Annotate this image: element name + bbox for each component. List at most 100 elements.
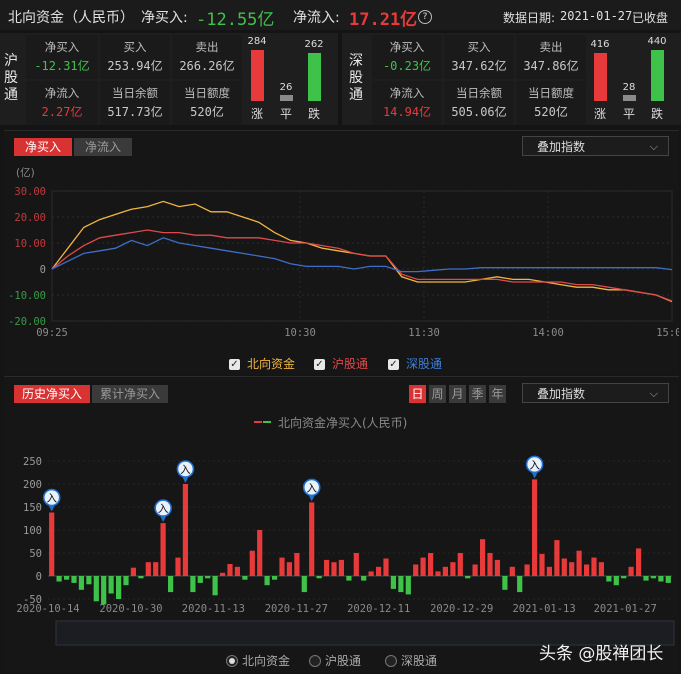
sh-balance-cell: 当日余额 517.73亿	[100, 81, 170, 125]
history-y-tick: 0	[36, 571, 42, 583]
history-range-slider[interactable]	[55, 620, 675, 646]
history-bar	[539, 553, 545, 576]
tab-cumulative-net-buy[interactable]: 累计净买入	[92, 385, 168, 403]
history-bar	[86, 576, 92, 585]
net-buy-label: 净买入:	[141, 10, 188, 26]
sh-sell-value: 266.26亿	[179, 59, 235, 73]
sz-net-inflow-cell: 净流入 14.94亿	[372, 81, 442, 125]
sz-sell-cell: 卖出 347.86亿	[516, 35, 586, 79]
intraday-section: 净买入 净流入 叠加指数 ⌵ 30.00 20.00 10.00 0 -10.00 -20…	[4, 130, 679, 375]
history-bar	[71, 576, 77, 583]
sz-buy-value: 347.62亿	[451, 59, 507, 73]
sz-balance-value: 505.06亿	[451, 105, 507, 119]
sh-down-count: 262	[304, 39, 324, 50]
sh-series-line	[51, 229, 673, 302]
history-bar	[606, 576, 612, 582]
sz-balance-label: 当日余额	[456, 86, 502, 100]
history-bar	[257, 530, 263, 576]
sz-up-bar	[594, 53, 607, 101]
sh-up-label: 涨	[250, 107, 263, 121]
legend-sh-checkbox[interactable]: ✓	[314, 359, 325, 370]
overlay-index-select-label: 叠加指数	[537, 140, 586, 154]
history-bar	[160, 523, 166, 576]
tab-net-inflow[interactable]: 净流入	[74, 138, 132, 156]
history-bar	[116, 576, 122, 599]
period-year-button[interactable]: 年	[489, 385, 506, 403]
history-bar	[428, 553, 434, 576]
legend-north-checkbox[interactable]: ✓	[229, 359, 240, 370]
history-bar	[279, 557, 285, 576]
history-bar	[532, 479, 538, 576]
history-bar	[301, 576, 307, 593]
history-bar	[145, 562, 151, 576]
history-bar	[175, 557, 181, 576]
radio-north[interactable]	[226, 655, 238, 667]
history-bar	[197, 576, 203, 583]
history-marker-label: 入	[306, 482, 317, 494]
sh-net-inflow-cell: 净流入 2.27亿	[26, 81, 98, 125]
legend-sh-label: 沪股通	[332, 357, 369, 371]
history-bar	[650, 576, 656, 579]
data-date-label: 数据日期:	[503, 11, 556, 25]
history-chart-title: 北向资金净买入(人民币)	[278, 416, 408, 430]
history-bar	[93, 576, 99, 602]
history-marker-icon	[154, 499, 172, 517]
history-bar	[561, 558, 567, 576]
data-date-value: 2021-01-27	[560, 9, 633, 23]
period-month-button[interactable]: 月	[449, 385, 466, 403]
tab-history-net-buy[interactable]: 历史净买入	[14, 385, 90, 403]
sh-sell-cell: 卖出 266.26亿	[172, 35, 242, 79]
history-bar	[324, 559, 330, 576]
history-bar	[591, 557, 597, 576]
intraday-plot-frame	[51, 190, 673, 322]
radio-north-label: 北向资金	[242, 654, 291, 668]
sz-net-inflow-label: 净流入	[389, 86, 425, 100]
history-bar	[390, 576, 396, 589]
sh-up-count: 284	[247, 36, 267, 47]
radio-sh-label: 沪股通	[325, 654, 362, 668]
history-bar	[56, 576, 62, 582]
history-bar	[182, 484, 188, 576]
history-overlay-index-select[interactable]: 叠加指数 ⌵	[522, 383, 669, 403]
radio-sz-label: 深股通	[401, 654, 438, 668]
history-bar	[450, 562, 456, 576]
history-bar	[294, 553, 300, 576]
history-overlay-select-label: 叠加指数	[537, 387, 586, 401]
history-bar	[628, 566, 634, 576]
history-bar	[286, 562, 292, 576]
net-inflow-value: 17.21亿	[349, 10, 418, 30]
history-bar	[569, 562, 575, 576]
sz-buy-cell: 买入 347.62亿	[444, 35, 514, 79]
legend-sz-checkbox[interactable]: ✓	[388, 359, 399, 370]
period-week-button[interactable]: 周	[429, 385, 446, 403]
history-bar	[502, 576, 508, 590]
history-bar	[101, 576, 107, 605]
history-legend-green-swatch	[263, 421, 271, 423]
history-legend-red-swatch	[254, 421, 262, 423]
history-bar	[383, 558, 389, 576]
history-marker-icon	[525, 455, 544, 474]
intraday-y-tick: 30.00	[14, 186, 46, 198]
radio-sz[interactable]	[385, 655, 397, 667]
history-y-tick: 250	[23, 456, 42, 468]
sh-down-label: 跌	[307, 107, 320, 121]
sh-sell-label: 卖出	[195, 40, 219, 54]
history-bar	[272, 576, 278, 580]
history-bar	[242, 576, 248, 580]
question-icon[interactable]: ?	[418, 10, 432, 24]
sz-sell-value: 347.86亿	[523, 59, 579, 73]
history-bar	[487, 553, 493, 576]
period-quarter-button[interactable]: 季	[469, 385, 486, 403]
overlay-index-select[interactable]: 叠加指数 ⌵	[522, 136, 669, 156]
radio-sh[interactable]	[309, 655, 321, 667]
sz-quota-value: 520亿	[534, 105, 568, 119]
intraday-y-tick: 0	[40, 264, 46, 276]
history-bar	[78, 576, 84, 590]
period-day-button[interactable]: 日	[409, 385, 426, 403]
sz-up-count: 416	[590, 39, 610, 50]
history-bar	[49, 512, 55, 576]
tab-net-buy[interactable]: 净买入	[14, 138, 72, 156]
net-inflow-label: 净流入:	[293, 10, 340, 26]
sh-up-bar	[251, 50, 264, 101]
